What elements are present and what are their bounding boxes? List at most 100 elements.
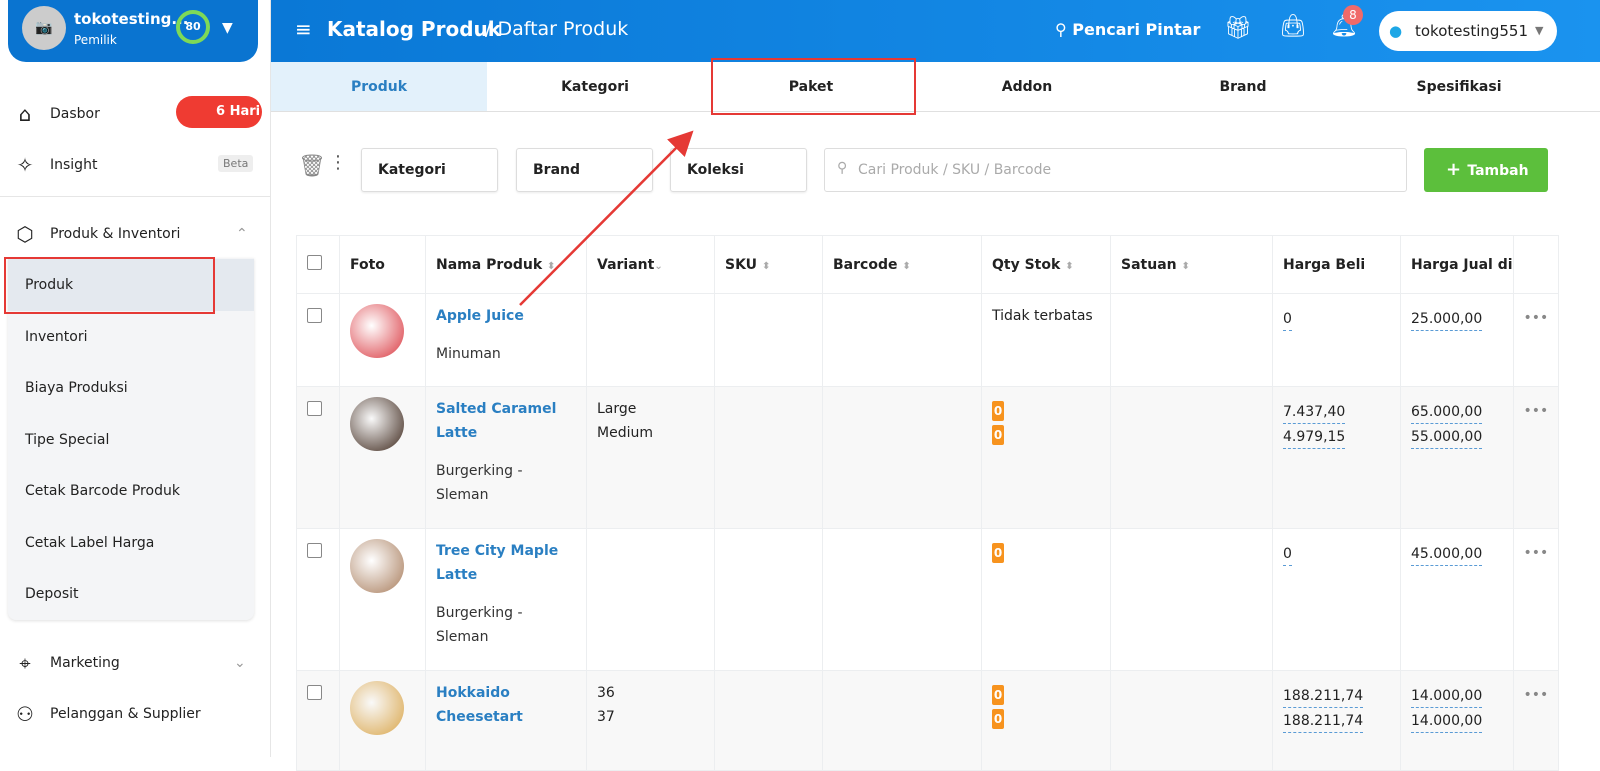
tab-paket[interactable]: Paket xyxy=(788,79,834,95)
sidebar-item-dasbor[interactable]: ⌂ Dasbor 6 Hari xyxy=(0,94,270,134)
row-checkbox[interactable] xyxy=(307,543,322,558)
product-table: Foto Nama Produk ⬍ Variant⌄ SKU ⬍ Barcod… xyxy=(296,235,1560,771)
sidebar-item-insight[interactable]: ✧ Insight Beta xyxy=(0,145,270,185)
sell-price[interactable]: 45.000,00 xyxy=(1411,543,1483,566)
sell-price[interactable]: 14.000,00 xyxy=(1411,685,1483,708)
trash-icon[interactable]: 🗑︎ xyxy=(298,154,326,179)
buy-price[interactable]: 7.437,40 xyxy=(1283,401,1346,424)
col-foto: Foto xyxy=(339,235,426,294)
store-avatar: 📷 xyxy=(22,6,66,50)
search-placeholder: Cari Produk / SKU / Barcode xyxy=(858,162,1052,178)
row-actions-icon[interactable]: ••• xyxy=(1512,386,1560,529)
buy-price[interactable]: 0 xyxy=(1283,308,1292,331)
sidebar: 📷 tokotesting... Pemilik 80 ▼ ⌂ Dasbor 6 … xyxy=(0,0,271,757)
product-name-link[interactable]: Hokkaido Cheesetart xyxy=(436,685,523,725)
col-barcode[interactable]: Barcode ⬍ xyxy=(822,235,982,294)
buy-price[interactable]: 0 xyxy=(1283,543,1292,566)
sell-price[interactable]: 25.000,00 xyxy=(1411,308,1483,331)
label: Insight xyxy=(50,157,98,173)
page-title: Katalog Produk xyxy=(327,17,502,41)
tab-spesifikasi[interactable]: Spesifikasi xyxy=(1416,79,1502,95)
row-actions-icon[interactable]: ••• xyxy=(1512,670,1560,771)
product-name-link[interactable]: Salted Caramel Latte xyxy=(436,401,557,441)
users-icon: ⚇ xyxy=(16,702,34,726)
product-category: Minuman xyxy=(436,346,501,362)
col-satuan[interactable]: Satuan ⬍ xyxy=(1110,235,1273,294)
highlight-box xyxy=(4,257,215,314)
filter-koleksi[interactable]: Koleksi xyxy=(670,148,807,192)
tab-brand[interactable]: Brand xyxy=(1219,79,1267,95)
search-input[interactable]: ⚲ Cari Produk / SKU / Barcode xyxy=(824,148,1407,192)
chevron-down-icon[interactable]: ▼ xyxy=(222,20,233,36)
tab-kategori[interactable]: Kategori xyxy=(561,79,629,95)
submenu-tipe-special[interactable]: Tipe Special xyxy=(25,432,110,448)
score-ring: 80 xyxy=(176,10,210,44)
stock-badge: 0 xyxy=(992,543,1004,563)
label: Marketing xyxy=(50,655,120,671)
tab-bar: Produk Kategori Paket Addon Brand Spesif… xyxy=(271,62,1600,112)
submenu xyxy=(8,258,254,620)
row-checkbox[interactable] xyxy=(307,401,322,416)
product-name-link[interactable]: Tree City Maple Latte xyxy=(436,543,559,583)
sidebar-item-produk-inventori[interactable]: ⬡ Produk & Inventori ⌃ xyxy=(0,214,270,254)
sell-price[interactable]: 55.000,00 xyxy=(1411,426,1483,449)
product-photo xyxy=(350,397,404,451)
sell-price[interactable]: 65.000,00 xyxy=(1411,401,1483,424)
plus-icon: + xyxy=(1446,159,1468,180)
smart-search-button[interactable]: ⚲ Pencari Pintar xyxy=(1055,20,1200,39)
filter-kategori[interactable]: Kategori xyxy=(361,148,498,192)
sell-price[interactable]: 14.000,00 xyxy=(1411,710,1483,733)
shopping-bag-icon[interactable]: 👜︎ xyxy=(1279,14,1307,39)
product-category: Burgerking - Sleman xyxy=(436,463,523,503)
tab-produk[interactable]: Produk xyxy=(271,62,487,111)
table-row: Tree City Maple Latte Burgerking - Sleman… xyxy=(296,528,1560,671)
buy-price[interactable]: 188.211,74 xyxy=(1283,710,1364,733)
trial-badge[interactable]: 6 Hari xyxy=(176,96,262,128)
sidebar-item-pelanggan[interactable]: ⚇ Pelanggan & Supplier xyxy=(0,694,270,734)
hamburger-icon[interactable]: ≡ xyxy=(295,17,312,41)
label: SKU xyxy=(725,256,758,273)
product-category: Burgerking - Sleman xyxy=(436,605,523,645)
buy-price[interactable]: 4.979,15 xyxy=(1283,426,1346,449)
variant-name: 37 xyxy=(597,709,615,725)
tag-icon: ⌖ xyxy=(19,651,31,675)
search-icon: ⚲ xyxy=(837,160,848,176)
submenu-biaya-produksi[interactable]: Biaya Produksi xyxy=(25,380,128,396)
sidebar-item-marketing[interactable]: ⌖ Marketing ⌄ xyxy=(0,643,270,683)
col-harga-jual: Harga Jual di xyxy=(1400,235,1514,294)
chevron-down-icon: ⌄ xyxy=(234,655,246,671)
label: Pelanggan & Supplier xyxy=(50,706,201,722)
user-card[interactable]: 📷 tokotesting... Pemilik 80 ▼ xyxy=(8,0,258,62)
submenu-inventori[interactable]: Inventori xyxy=(25,329,88,345)
product-photo xyxy=(350,539,404,593)
sparkle-icon: ✧ xyxy=(16,153,34,177)
submenu-deposit[interactable]: Deposit xyxy=(25,586,79,602)
chevron-down-icon: ⌄ xyxy=(654,260,663,272)
submenu-cetak-label[interactable]: Cetak Label Harga xyxy=(25,535,155,551)
breadcrumb: / Daftar Produk xyxy=(485,18,629,40)
chevron-up-icon: ⌃ xyxy=(236,226,248,242)
label: Variant xyxy=(597,256,655,273)
add-button[interactable]: + Tambah xyxy=(1424,148,1548,192)
more-vertical-icon[interactable]: ⋮ xyxy=(329,152,347,173)
row-actions-icon[interactable]: ••• xyxy=(1512,293,1560,387)
tab-addon[interactable]: Addon xyxy=(1001,79,1053,95)
select-all-checkbox[interactable] xyxy=(307,255,322,270)
variant-name: 36 xyxy=(597,685,615,701)
label: Tambah xyxy=(1467,163,1529,179)
table-row: Hokkaido Cheesetart 36 37 0 0 188.211,74 18… xyxy=(296,670,1560,771)
product-name-link[interactable]: Apple Juice xyxy=(436,308,524,324)
gift-icon[interactable]: 🎁︎ xyxy=(1224,16,1252,41)
chevron-down-icon: ▼ xyxy=(1535,24,1544,37)
stock-badge: 0 xyxy=(992,425,1004,445)
beta-badge: Beta xyxy=(218,155,254,172)
submenu-cetak-barcode[interactable]: Cetak Barcode Produk xyxy=(25,483,180,499)
sort-icon: ⬍ xyxy=(1181,260,1190,272)
row-checkbox[interactable] xyxy=(307,685,322,700)
sort-icon: ⬍ xyxy=(902,260,911,272)
row-checkbox[interactable] xyxy=(307,308,322,323)
buy-price[interactable]: 188.211,74 xyxy=(1283,685,1364,708)
table-row: Apple Juice Minuman Tidak terbatas 0 25.00… xyxy=(296,293,1560,387)
col-qty[interactable]: Qty Stok ⬍ xyxy=(981,235,1111,294)
store-selector[interactable]: ● tokotesting551 ▼ xyxy=(1379,11,1557,51)
